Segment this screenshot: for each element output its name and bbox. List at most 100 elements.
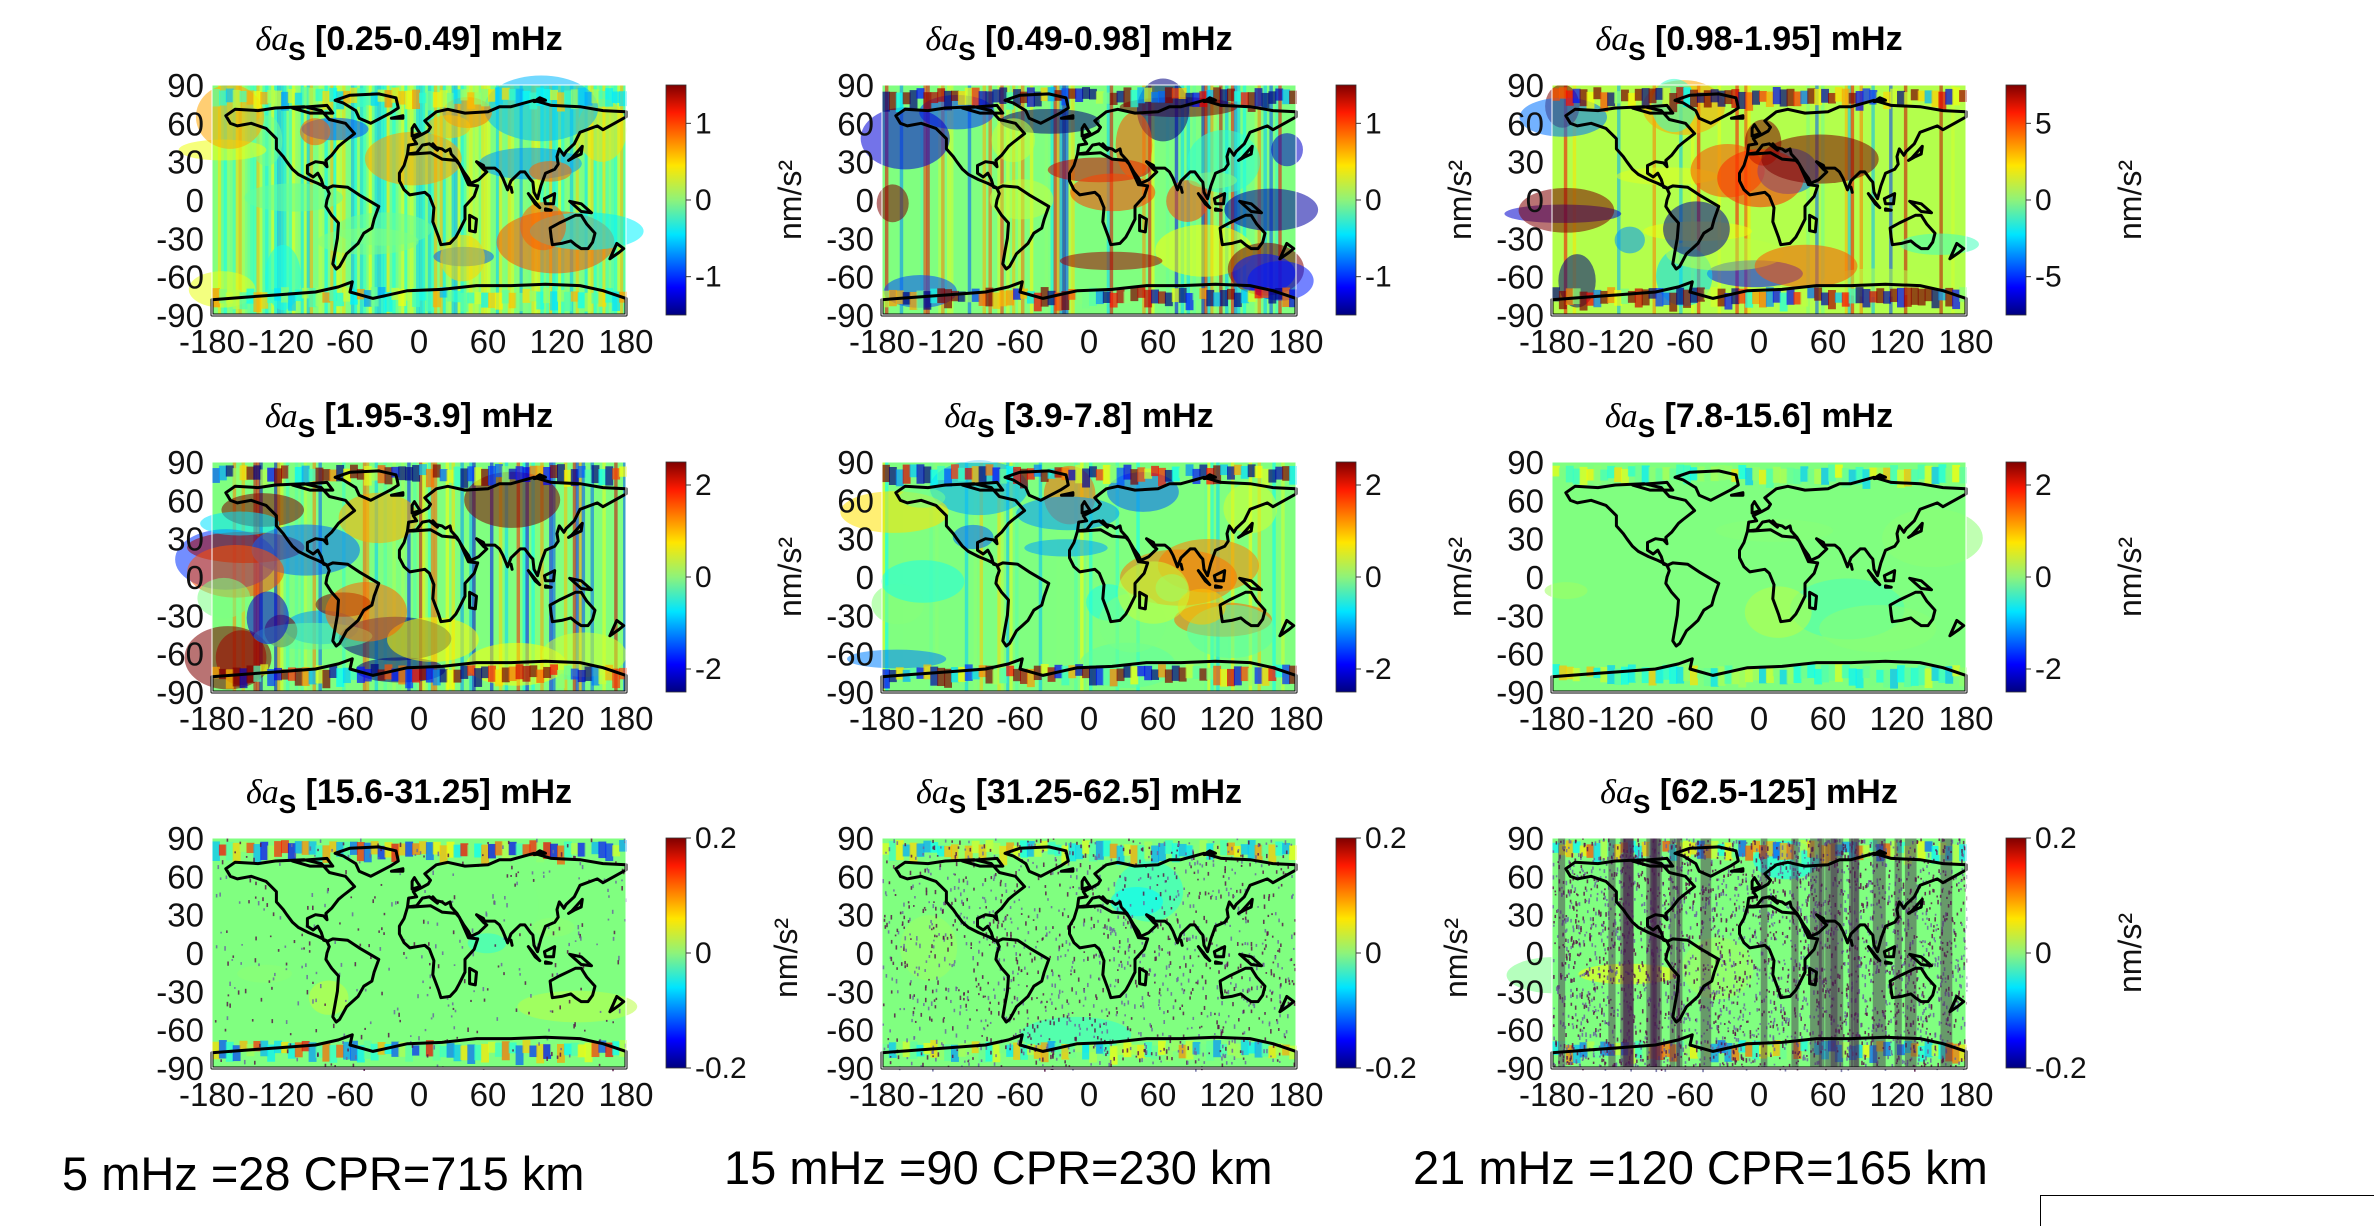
y-tick-label: 0: [186, 182, 204, 219]
x-tick-label: 180: [1938, 1076, 1993, 1113]
colorbar-tick-label: -2: [695, 653, 722, 686]
x-tick-label: 180: [1268, 700, 1323, 737]
x-tick-label: 120: [1199, 700, 1254, 737]
x-tick-label: -180: [1519, 1076, 1585, 1113]
y-tick-label: -30: [1496, 597, 1544, 634]
colorbar-tick-label: 0: [695, 937, 712, 970]
y-tick-label: 0: [1526, 935, 1544, 972]
x-tick-label: -180: [849, 1076, 915, 1113]
x-tick-label: 180: [598, 700, 653, 737]
colorbar-tick-label: 0: [2035, 184, 2052, 217]
y-tick-label: -30: [826, 597, 874, 634]
colorbar-unit-label: nm/s²: [2112, 160, 2148, 240]
x-tick-label: 0: [410, 1076, 428, 1113]
x-tick-label: 120: [1199, 323, 1254, 360]
colorbar-tick-label: -0.2: [695, 1052, 747, 1085]
x-tick-label: -180: [849, 323, 915, 360]
y-tick-label: 30: [167, 897, 204, 934]
panel-title: δaS [7.8-15.6] mHz: [1605, 397, 1893, 443]
x-tick-label: -180: [1519, 323, 1585, 360]
y-tick-label: 60: [1507, 858, 1544, 895]
y-tick-label: -60: [156, 259, 204, 296]
x-tick-label: 60: [1810, 323, 1847, 360]
y-tick-label: -30: [156, 597, 204, 634]
x-tick-label: 180: [1268, 323, 1323, 360]
x-tick-label: -60: [326, 323, 374, 360]
x-tick-label: -180: [179, 323, 245, 360]
colorbar: 20-2nm/s²: [666, 462, 808, 692]
x-tick-label: -180: [179, 700, 245, 737]
x-tick-label: -180: [849, 700, 915, 737]
x-tick-label: -120: [248, 700, 314, 737]
colorbar-unit-label: nm/s²: [2112, 537, 2148, 617]
y-tick-label: 0: [1526, 182, 1544, 219]
x-tick-label: 0: [1750, 700, 1768, 737]
x-tick-label: -60: [1666, 700, 1714, 737]
x-tick-label: -60: [326, 1076, 374, 1113]
panel-title: δaS [0.98-1.95] mHz: [1595, 20, 1902, 66]
x-tick-label: 60: [1810, 1076, 1847, 1113]
y-tick-label: 30: [1507, 521, 1544, 558]
x-tick-label: -180: [1519, 700, 1585, 737]
y-tick-label: 0: [1526, 559, 1544, 596]
y-tick-label: 90: [1507, 820, 1544, 857]
x-tick-label: 120: [529, 323, 584, 360]
x-tick-label: -60: [996, 323, 1044, 360]
y-tick-label: -60: [156, 636, 204, 673]
panel-title: δaS [3.9-7.8] mHz: [944, 397, 1213, 443]
x-tick-label: 60: [1140, 700, 1177, 737]
colorbar-tick-label: 2: [2035, 469, 2052, 502]
colorbar-tick-label: 0: [1365, 561, 1382, 594]
panel-title: δaS [0.25-0.49] mHz: [255, 20, 562, 66]
y-tick-label: -60: [826, 1012, 874, 1049]
x-tick-label: 120: [1869, 323, 1924, 360]
y-tick-label: 30: [837, 521, 874, 558]
y-tick-label: 90: [167, 820, 204, 857]
x-tick-label: -60: [996, 700, 1044, 737]
y-tick-label: 0: [186, 935, 204, 972]
y-tick-label: -60: [156, 1012, 204, 1049]
colorbar-tick-label: 0.2: [695, 822, 737, 855]
footer-label-2: 15 mHz =90 CPR=230 km: [724, 1140, 1273, 1195]
colorbar-tick-label: 2: [695, 469, 712, 502]
colorbar-unit-label: nm/s²: [2112, 913, 2148, 993]
colorbar-tick-label: -2: [2035, 653, 2062, 686]
colorbar-tick-label: 0: [1365, 184, 1382, 217]
y-tick-label: -60: [1496, 1012, 1544, 1049]
x-tick-label: 0: [1750, 1076, 1768, 1113]
y-tick-label: 90: [1507, 444, 1544, 481]
colorbar: 20-2nm/s²: [1336, 462, 1478, 692]
map-field: [1545, 462, 1983, 692]
y-tick-label: 60: [167, 105, 204, 142]
colorbar-tick-label: 0.2: [1365, 822, 1407, 855]
x-tick-label: 180: [598, 323, 653, 360]
colorbar-unit-label: nm/s²: [768, 918, 804, 998]
y-tick-label: -30: [156, 220, 204, 257]
x-tick-label: 120: [1869, 1076, 1924, 1113]
x-tick-label: -120: [1588, 700, 1654, 737]
x-tick-label: 60: [1140, 1076, 1177, 1113]
colorbar-tick-label: 0: [695, 561, 712, 594]
x-tick-label: 0: [410, 323, 428, 360]
y-tick-label: 30: [167, 144, 204, 181]
x-tick-label: 120: [529, 1076, 584, 1113]
y-tick-label: 0: [856, 182, 874, 219]
colorbar-tick-label: 0: [695, 184, 712, 217]
colorbar-tick-label: 5: [2035, 107, 2052, 140]
